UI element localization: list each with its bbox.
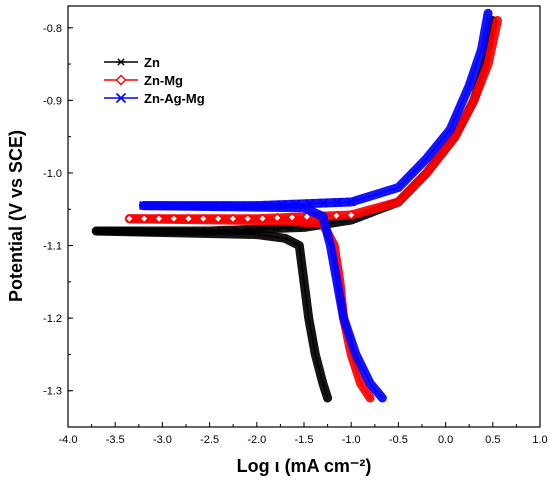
series-zn-mg-marker <box>213 213 224 224</box>
x-tick-label: -0.5 <box>389 434 408 446</box>
series-zn-mg-marker <box>257 213 268 224</box>
series-zn-ag-mg-marker <box>138 201 149 211</box>
series-zn-marker <box>272 225 281 232</box>
series-zn-cathodic-line <box>96 230 329 399</box>
x-tick-label: -1.5 <box>295 434 314 446</box>
series-zn-ag-mg-marker <box>291 199 301 209</box>
series-zn-ag-mg-marker <box>166 201 176 211</box>
series-zn-ag-mg-marker <box>194 201 204 211</box>
series-zn-anodic-line <box>96 20 494 232</box>
series-zn-marker <box>189 227 198 235</box>
x-tick-label: -3.0 <box>153 434 172 446</box>
series-zn-ag-mg-marker <box>222 201 232 211</box>
x-tick-label: -2.5 <box>200 434 219 446</box>
series-zn-ag-mg-marker <box>249 201 259 211</box>
series-zn-mg-marker <box>331 210 342 221</box>
y-axis-title: Potential (V vs SCE) <box>6 130 26 302</box>
series-zn-ag-mg-marker <box>235 201 246 211</box>
series-zn-ag-mg-marker <box>277 200 287 210</box>
series-zn-marker <box>106 227 115 235</box>
series-zn-mg-marker <box>124 213 135 224</box>
y-tick-label: -1.2 <box>43 313 62 325</box>
x-tick-label: -3.5 <box>106 434 125 446</box>
x-axis-title: Log ι (mA cm⁻²) <box>237 456 372 476</box>
legend-label: Zn-Mg <box>144 73 183 88</box>
axis-ticks: -4.0 -3.5 -3.0 -2.5 -2.0 -1.5 -1.0 -0.5 0.0 0.5 1.… <box>43 23 548 446</box>
series-zn-ag-mg-marker <box>208 201 218 211</box>
series-zn-marker <box>244 226 253 233</box>
series-zn-mg-marker <box>139 213 150 224</box>
legend-entry-zn-ag-mg: Zn-Ag-Mg <box>104 91 205 106</box>
series-zn-mg-marker <box>198 213 209 224</box>
x-tick-label: -1.0 <box>342 434 361 446</box>
series-zn-marker <box>175 227 184 235</box>
series-zn-mg-anodic-band <box>124 16 502 224</box>
legend-marker-cross <box>115 92 127 104</box>
series-zn-mg-marker <box>227 213 238 224</box>
legend-marker-asterisk <box>116 58 126 66</box>
series-zn-ag-mg-marker <box>180 201 190 211</box>
x-tick-label: 0.0 <box>438 434 453 446</box>
series-zn-ag-mg <box>138 8 493 403</box>
y-tick-label: -1.1 <box>43 241 62 253</box>
series-zn-mg-marker <box>168 213 179 224</box>
series-zn-cathodic-band <box>91 226 333 403</box>
x-tick-label: -4.0 <box>59 434 78 446</box>
series-zn-anodic-band <box>91 16 498 236</box>
legend-label: Zn-Ag-Mg <box>144 91 205 106</box>
series-zn-marker <box>216 227 225 234</box>
y-tick-label: -1.0 <box>43 168 62 180</box>
series-zn-marker <box>92 227 101 235</box>
series-zn-mg-marker <box>153 213 164 224</box>
series-zn-ag-mg-cathodic-line <box>143 204 383 399</box>
legend-label: Zn <box>144 55 160 70</box>
legend-marker-diamond <box>115 74 127 86</box>
series-zn-mg-marker <box>183 213 194 224</box>
series-zn-mg-marker <box>346 210 357 221</box>
curves-layer <box>91 8 502 403</box>
series-zn-marker <box>133 227 142 235</box>
series-zn-ag-mg-marker <box>346 197 356 207</box>
y-tick-label: -1.3 <box>43 386 62 398</box>
legend-entry-zn-mg: Zn-Mg <box>104 73 183 88</box>
series-zn-ag-mg-marker <box>305 199 315 209</box>
series-zn-mg-marker <box>242 213 253 224</box>
series-zn-ag-mg-anodic-band <box>139 8 493 211</box>
y-tick-label: -0.8 <box>43 23 62 35</box>
series-zn-marker <box>286 224 295 232</box>
series-zn-ag-mg-marker <box>263 200 273 210</box>
series-zn-marker <box>147 227 156 235</box>
series-zn-marker <box>161 227 170 235</box>
series-zn-marker <box>120 227 129 235</box>
legend: Zn Zn-Mg Zn-Ag-Mg <box>104 55 205 106</box>
x-tick-label: 0.5 <box>485 434 500 446</box>
series-zn-ag-mg-anodic-line <box>143 13 489 207</box>
series-zn-marker <box>203 227 212 235</box>
y-tick-label: -0.9 <box>43 95 62 107</box>
series-zn-mg-anodic-line <box>129 20 499 220</box>
series-zn-ag-mg-marker <box>152 201 162 211</box>
series-zn-ag-mg-marker <box>332 197 342 208</box>
series-zn-marker <box>258 225 267 233</box>
series-zn-mg-marker <box>287 212 298 223</box>
series-zn-ag-mg-marker <box>318 198 329 208</box>
x-tick-label: -2.0 <box>247 434 266 446</box>
series-zn-marker <box>230 226 239 234</box>
legend-entry-zn: Zn <box>104 55 160 70</box>
x-tick-label: 1.0 <box>532 434 547 446</box>
series-zn-mg-marker <box>272 212 283 223</box>
